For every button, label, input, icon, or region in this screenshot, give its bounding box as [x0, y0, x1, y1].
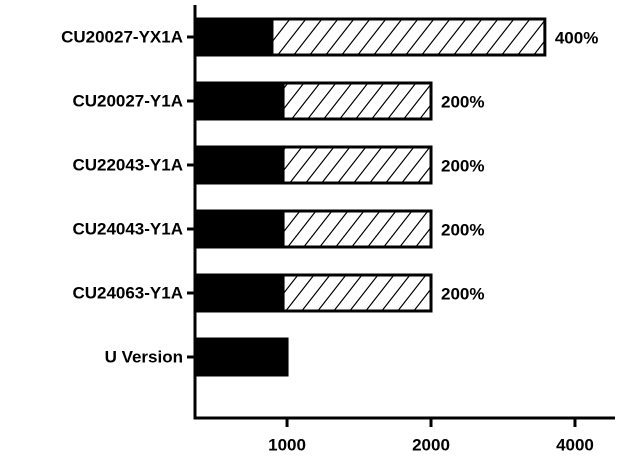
x-tick-label: 4000 — [556, 435, 594, 454]
y-tick-label: CU20027-YX1A — [61, 27, 183, 46]
bar — [193, 145, 285, 185]
bar-annotation: 200% — [441, 284, 484, 303]
bar-annotation: 200% — [441, 156, 484, 175]
y-tick-label: CU24043-Y1A — [72, 219, 183, 238]
y-tick-label: CU20027-Y1A — [72, 91, 183, 110]
y-tick-label: CU24063-Y1A — [72, 283, 183, 302]
x-tick-label: 1000 — [268, 435, 306, 454]
bar-annotation: 200% — [441, 220, 484, 239]
y-tick-label: CU22043-Y1A — [72, 155, 183, 174]
bar — [193, 209, 285, 249]
bar — [193, 337, 289, 377]
x-tick-label: 2000 — [412, 435, 450, 454]
bar — [193, 81, 285, 121]
y-tick-label: U Version — [105, 347, 183, 366]
bar — [193, 273, 285, 313]
bar-annotation: 200% — [441, 92, 484, 111]
bar — [193, 17, 274, 57]
bar-annotation: 400% — [555, 28, 598, 47]
